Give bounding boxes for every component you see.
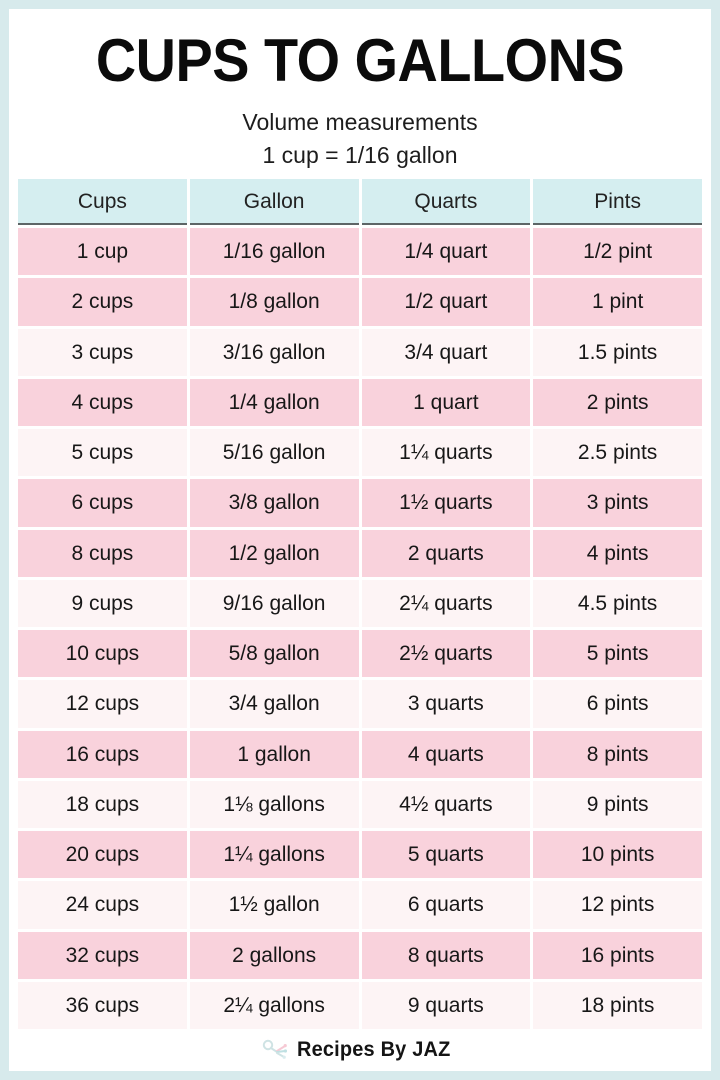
table-cell: 6 pints: [533, 680, 702, 728]
table-cell: 1/16 gallon: [189, 228, 359, 276]
table-cell: 4.5 pints: [533, 579, 702, 628]
table-cell: 12 cups: [18, 680, 187, 728]
table-cell: 20 cups: [18, 831, 187, 879]
table-cell: 18 pints: [533, 981, 702, 1030]
table-cell: 4 pints: [533, 529, 702, 577]
table-cell: 8 pints: [533, 730, 702, 778]
table-cell: 2½ quarts: [361, 630, 531, 678]
table-row: 1 cup 1/16 gallon 1/4 quart 1/2 pint: [18, 228, 702, 276]
column-header-quarts: Quarts: [361, 179, 531, 226]
infographic-sheet: CUPS TO GALLONS Volume measurements 1 cu…: [9, 9, 711, 1071]
table-cell: 3 quarts: [361, 680, 531, 728]
table-cell: 2¼ quarts: [361, 579, 531, 628]
table-cell: 3 cups: [18, 328, 187, 376]
table-cell: 5/8 gallon: [189, 630, 359, 678]
table-cell: 24 cups: [18, 881, 187, 929]
table-row: 12 cups 3/4 gallon 3 quarts 6 pints: [18, 680, 702, 728]
subtitle-line-2: 1 cup = 1/16 gallon: [262, 142, 458, 169]
table-cell: 1/4 quart: [361, 228, 531, 276]
table-row: 4 cups 1/4 gallon 1 quart 2 pints: [18, 378, 702, 427]
table-row: 10 cups 5/8 gallon 2½ quarts 5 pints: [18, 630, 702, 678]
table-cell: 1¼ quarts: [361, 429, 531, 477]
table-cell: 1/4 gallon: [189, 378, 359, 427]
table-cell: 1½ gallon: [189, 881, 359, 929]
footer-brand: Recipes By JAZ: [9, 1029, 711, 1071]
table-row: 8 cups 1/2 gallon 2 quarts 4 pints: [18, 529, 702, 577]
table-cell: 1/8 gallon: [189, 278, 359, 326]
table-cell: 8 cups: [18, 529, 187, 577]
table-cell: 2 gallons: [189, 931, 359, 979]
table-cell: 4 cups: [18, 378, 187, 427]
table-cell: 3/4 gallon: [189, 680, 359, 728]
table-cell: 9 pints: [533, 780, 702, 829]
table-cell: 2¼ gallons: [189, 981, 359, 1030]
subtitle-line-1: Volume measurements: [242, 109, 478, 135]
table-cell: 1 quart: [361, 378, 531, 427]
page-title: CUPS TO GALLONS: [95, 27, 625, 94]
header-block: CUPS TO GALLONS Volume measurements 1 cu…: [9, 9, 711, 180]
table-cell: 12 pints: [533, 881, 702, 929]
table-cell: 1½ quarts: [361, 479, 531, 527]
table-cell: 4 quarts: [361, 730, 531, 778]
table-row: 20 cups 1¼ gallons 5 quarts 10 pints: [18, 831, 702, 879]
table-row: 3 cups 3/16 gallon 3/4 quart 1.5 pints: [18, 328, 702, 376]
table-cell: 4½ quarts: [361, 780, 531, 829]
table-cell: 1 gallon: [189, 730, 359, 778]
table-row: 24 cups 1½ gallon 6 quarts 12 pints: [18, 881, 702, 929]
table-cell: 18 cups: [18, 780, 187, 829]
table-cell: 16 cups: [18, 730, 187, 778]
table-cell: 2.5 pints: [533, 429, 702, 477]
table-cell: 1⅛ gallons: [189, 780, 359, 829]
table-row: 2 cups 1/8 gallon 1/2 quart 1 pint: [18, 278, 702, 326]
table-cell: 6 cups: [18, 479, 187, 527]
table-row: 32 cups 2 gallons 8 quarts 16 pints: [18, 931, 702, 979]
table-cell: 2 pints: [533, 378, 702, 427]
table-cell: 9 cups: [18, 579, 187, 628]
table-row: 18 cups 1⅛ gallons 4½ quarts 9 pints: [18, 780, 702, 829]
brand-name: Recipes By JAZ: [296, 1038, 451, 1061]
column-header-pints: Pints: [533, 179, 702, 226]
table-cell: 1¼ gallons: [189, 831, 359, 879]
table-cell: 9 quarts: [361, 981, 531, 1030]
whisk-measuring-spoon-icon: [262, 1039, 288, 1061]
table-cell: 3 pints: [533, 479, 702, 527]
table-cell: 16 pints: [533, 931, 702, 979]
table-cell: 1 pint: [533, 278, 702, 326]
table-cell: 5 pints: [533, 630, 702, 678]
table-row: 9 cups 9/16 gallon 2¼ quarts 4.5 pints: [18, 579, 702, 628]
table-cell: 8 quarts: [361, 931, 531, 979]
table-cell: 10 cups: [18, 630, 187, 678]
table-cell: 32 cups: [18, 931, 187, 979]
table-cell: 1/2 gallon: [189, 529, 359, 577]
table-cell: 3/8 gallon: [189, 479, 359, 527]
table-row: 16 cups 1 gallon 4 quarts 8 pints: [18, 730, 702, 778]
column-header-cups: Cups: [18, 179, 187, 226]
table-body: 1 cup 1/16 gallon 1/4 quart 1/2 pint 2 cups 1…: [18, 225, 702, 1030]
table-cell: 3/4 quart: [361, 328, 531, 376]
table-cell: 6 quarts: [361, 881, 531, 929]
table-cell: 5/16 gallon: [189, 429, 359, 477]
table-cell: 1/2 quart: [361, 278, 531, 326]
table-cell: 10 pints: [533, 831, 702, 879]
table-row: 36 cups 2¼ gallons 9 quarts 18 pints: [18, 981, 702, 1030]
table-cell: 5 cups: [18, 429, 187, 477]
table-row: 5 cups 5/16 gallon 1¼ quarts 2.5 pints: [18, 429, 702, 477]
table-cell: 1 cup: [18, 228, 187, 276]
table-cell: 36 cups: [18, 981, 187, 1030]
conversion-table: Cups Gallon Quarts Pints 1 cup 1/16 gallon 1/…: [9, 179, 711, 1030]
table-row: 6 cups 3/8 gallon 1½ quarts 3 pints: [18, 479, 702, 527]
table-cell: 1/2 pint: [533, 228, 702, 276]
table-cell: 5 quarts: [361, 831, 531, 879]
table-header-row: Cups Gallon Quarts Pints: [18, 179, 702, 226]
table-cell: 1.5 pints: [533, 328, 702, 376]
table-cell: 3/16 gallon: [189, 328, 359, 376]
table-cell: 2 cups: [18, 278, 187, 326]
table-cell: 2 quarts: [361, 529, 531, 577]
table-cell: 9/16 gallon: [189, 579, 359, 628]
column-header-gallon: Gallon: [189, 179, 359, 226]
